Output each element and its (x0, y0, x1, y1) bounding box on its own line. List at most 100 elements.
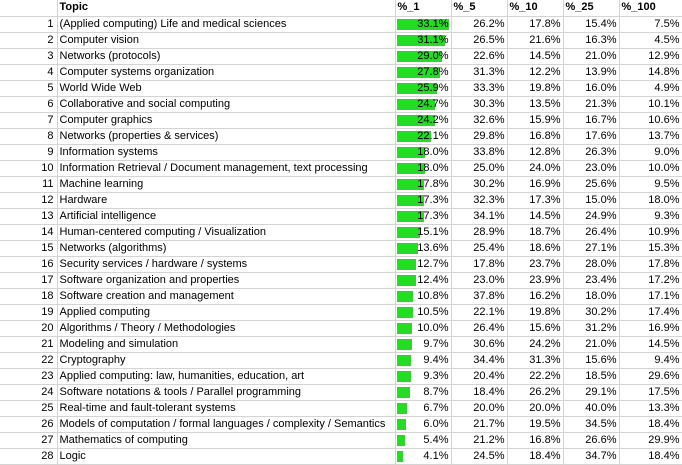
pct-25-cell[interactable]: 18.0% (563, 288, 620, 305)
pct-1-cell[interactable]: 17.8% (395, 176, 452, 193)
pct-100-cell[interactable]: 10.6% (619, 112, 682, 129)
row-number[interactable]: 4 (0, 64, 58, 81)
topic-cell[interactable]: Computer graphics (57, 112, 396, 129)
pct-100-cell[interactable]: 10.9% (619, 224, 682, 241)
row-number[interactable]: 13 (0, 208, 58, 225)
pct-25-cell[interactable]: 21.0% (563, 48, 620, 65)
topic-cell[interactable]: Security services / hardware / systems (57, 256, 396, 273)
pct-5-cell[interactable]: 28.9% (451, 224, 508, 241)
pct-10-cell[interactable]: 16.8% (507, 128, 564, 145)
row-number[interactable]: 21 (0, 336, 58, 353)
pct-100-cell[interactable]: 17.2% (619, 272, 682, 289)
topic-cell[interactable]: Software organization and properties (57, 272, 396, 289)
pct-5-cell[interactable]: 17.8% (451, 256, 508, 273)
pct-1-cell[interactable]: 15.1% (395, 224, 452, 241)
pct-100-cell[interactable]: 9.3% (619, 208, 682, 225)
pct-5-cell[interactable]: 29.8% (451, 128, 508, 145)
pct-1-cell[interactable]: 29.0% (395, 48, 452, 65)
row-number[interactable]: 11 (0, 176, 58, 193)
pct-10-cell[interactable]: 26.2% (507, 384, 564, 401)
pct-1-cell[interactable]: 6.0% (395, 416, 452, 433)
topic-cell[interactable]: Computer vision (57, 32, 396, 49)
pct-10-cell[interactable]: 16.9% (507, 176, 564, 193)
pct-5-cell[interactable]: 26.5% (451, 32, 508, 49)
topic-cell[interactable]: Cryptography (57, 352, 396, 369)
pct-1-cell[interactable]: 17.3% (395, 208, 452, 225)
topic-cell[interactable]: Machine learning (57, 176, 396, 193)
pct-25-cell[interactable]: 15.0% (563, 192, 620, 209)
topic-cell[interactable]: Computer systems organization (57, 64, 396, 81)
pct-1-cell[interactable]: 4.1% (395, 448, 452, 465)
topic-cell[interactable]: Hardware (57, 192, 396, 209)
pct-10-cell[interactable]: 19.5% (507, 416, 564, 433)
topic-cell[interactable]: Mathematics of computing (57, 432, 396, 449)
pct-1-cell[interactable]: 12.7% (395, 256, 452, 273)
pct-100-cell[interactable]: 9.0% (619, 144, 682, 161)
pct-5-cell[interactable]: 30.6% (451, 336, 508, 353)
topic-cell[interactable]: Software creation and management (57, 288, 396, 305)
pct-25-cell[interactable]: 40.0% (563, 400, 620, 417)
pct-25-cell[interactable]: 31.2% (563, 320, 620, 337)
topic-cell[interactable]: Human-centered computing / Visualization (57, 224, 396, 241)
pct-5-cell[interactable]: 34.1% (451, 208, 508, 225)
column-header-pct-5[interactable]: %_5 (451, 0, 508, 17)
pct-100-cell[interactable]: 4.5% (619, 32, 682, 49)
pct-5-cell[interactable]: 21.7% (451, 416, 508, 433)
pct-5-cell[interactable]: 34.4% (451, 352, 508, 369)
row-number[interactable]: 10 (0, 160, 58, 177)
pct-10-cell[interactable]: 14.5% (507, 48, 564, 65)
pct-25-cell[interactable]: 17.6% (563, 128, 620, 145)
pct-25-cell[interactable]: 15.6% (563, 352, 620, 369)
pct-5-cell[interactable]: 30.2% (451, 176, 508, 193)
pct-100-cell[interactable]: 10.0% (619, 160, 682, 177)
pct-100-cell[interactable]: 15.3% (619, 240, 682, 257)
topic-cell[interactable]: (Applied computing) Life and medical sci… (57, 16, 396, 33)
topic-cell[interactable]: Applied computing (57, 304, 396, 321)
row-number[interactable]: 28 (0, 448, 58, 465)
row-number[interactable]: 15 (0, 240, 58, 257)
pct-25-cell[interactable]: 23.0% (563, 160, 620, 177)
pct-10-cell[interactable]: 23.9% (507, 272, 564, 289)
topic-cell[interactable]: Information Retrieval / Document managem… (57, 160, 396, 177)
pct-5-cell[interactable]: 22.6% (451, 48, 508, 65)
pct-5-cell[interactable]: 25.4% (451, 240, 508, 257)
pct-1-cell[interactable]: 5.4% (395, 432, 452, 449)
pct-100-cell[interactable]: 9.5% (619, 176, 682, 193)
row-number[interactable]: 24 (0, 384, 58, 401)
pct-100-cell[interactable]: 13.3% (619, 400, 682, 417)
topic-cell[interactable]: Information systems (57, 144, 396, 161)
pct-10-cell[interactable]: 21.6% (507, 32, 564, 49)
topic-cell[interactable]: World Wide Web (57, 80, 396, 97)
column-header-pct-1[interactable]: %_1 (395, 0, 452, 17)
pct-1-cell[interactable]: 6.7% (395, 400, 452, 417)
pct-1-cell[interactable]: 13.6% (395, 240, 452, 257)
row-number[interactable]: 17 (0, 272, 58, 289)
pct-5-cell[interactable]: 32.3% (451, 192, 508, 209)
pct-10-cell[interactable]: 12.8% (507, 144, 564, 161)
row-number-header[interactable] (0, 0, 58, 17)
topic-cell[interactable]: Algorithms / Theory / Methodologies (57, 320, 396, 337)
pct-10-cell[interactable]: 18.6% (507, 240, 564, 257)
row-number[interactable]: 8 (0, 128, 58, 145)
pct-100-cell[interactable]: 29.9% (619, 432, 682, 449)
pct-5-cell[interactable]: 26.2% (451, 16, 508, 33)
row-number[interactable]: 27 (0, 432, 58, 449)
pct-100-cell[interactable]: 7.5% (619, 16, 682, 33)
pct-100-cell[interactable]: 17.1% (619, 288, 682, 305)
row-number[interactable]: 25 (0, 400, 58, 417)
pct-100-cell[interactable]: 9.4% (619, 352, 682, 369)
pct-1-cell[interactable]: 10.5% (395, 304, 452, 321)
pct-5-cell[interactable]: 18.4% (451, 384, 508, 401)
pct-10-cell[interactable]: 24.0% (507, 160, 564, 177)
pct-25-cell[interactable]: 34.7% (563, 448, 620, 465)
topic-cell[interactable]: Networks (properties & services) (57, 128, 396, 145)
pct-25-cell[interactable]: 23.4% (563, 272, 620, 289)
column-header-pct-10[interactable]: %_10 (507, 0, 564, 17)
pct-5-cell[interactable]: 20.4% (451, 368, 508, 385)
pct-10-cell[interactable]: 17.8% (507, 16, 564, 33)
pct-100-cell[interactable]: 14.5% (619, 336, 682, 353)
pct-25-cell[interactable]: 25.6% (563, 176, 620, 193)
pct-1-cell[interactable]: 18.0% (395, 144, 452, 161)
row-number[interactable]: 3 (0, 48, 58, 65)
pct-5-cell[interactable]: 24.5% (451, 448, 508, 465)
